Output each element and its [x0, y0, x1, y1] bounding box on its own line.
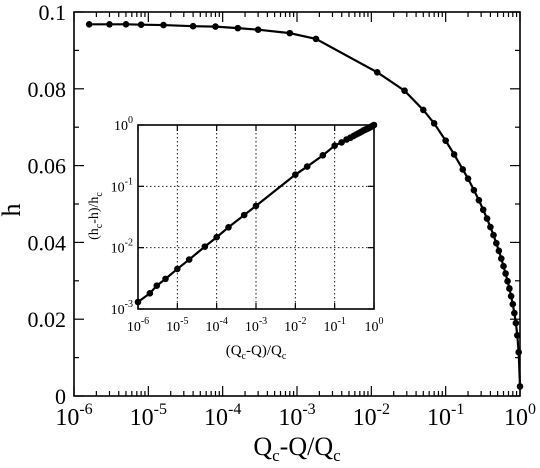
main-y-tick-labels: 0 0.02 0.04 0.06 0.08 0.1 [28, 0, 67, 409]
inset-data-point [331, 142, 338, 149]
inset-data-point [162, 275, 169, 283]
main-x-axis-title: Qc-Q/Qc [253, 432, 341, 465]
main-data-point [106, 20, 113, 28]
main-data-point [514, 332, 521, 339]
main-tick-marks [73, 11, 521, 397]
inset-data-point [153, 282, 161, 289]
main-data-point [401, 87, 408, 95]
main-x-tick-label: 10-5 [130, 401, 167, 431]
main-data-point [189, 22, 197, 30]
main-y-tick-label: 0 [55, 384, 66, 409]
main-data-point [493, 239, 500, 247]
inset-grid [138, 125, 374, 309]
main-x-tick-label: 10-1 [427, 401, 464, 431]
inset-x-tick-label: 10-6 [127, 316, 149, 335]
inset-x-tick-label: 10-5 [166, 316, 188, 335]
inset-data-point [252, 202, 260, 210]
main-data-point [442, 137, 449, 144]
main-data-point [507, 292, 515, 300]
inset-series [134, 121, 378, 306]
main-y-tick-label: 0.06 [28, 154, 67, 179]
main-y-tick-label: 0.1 [39, 0, 67, 25]
inset-x-tick-labels: 10-6 10-5 10-4 10-3 10-2 10-1 100 [127, 316, 384, 335]
main-x-title-sub: c [272, 446, 280, 465]
inset-data-point [292, 171, 299, 178]
inset-data-point [240, 211, 248, 219]
inset-y-tick-label: 10-2 [111, 238, 133, 257]
main-x-title-part: Q [253, 432, 272, 461]
main-x-tick-label: 10-2 [353, 401, 390, 431]
main-data-point [509, 300, 517, 308]
main-data-point [85, 20, 93, 28]
inset-x-tick-label: 10-2 [284, 316, 306, 335]
inset-y-axis-title: (hc-h)/hc [87, 192, 105, 240]
inset-y-tick-label: 10-1 [111, 176, 133, 195]
main-x-tick-label: 100 [504, 401, 536, 431]
inset-data-point [303, 163, 311, 170]
main-data-point [516, 383, 524, 390]
main-data-point [497, 255, 505, 262]
main-data-point [506, 285, 513, 292]
main-y-tick-label: 0.04 [28, 230, 67, 255]
main-data-point [475, 196, 483, 204]
main-x-title-sub: c [333, 446, 341, 465]
main-data-point [459, 166, 467, 173]
main-y-tick-label: 0.08 [28, 77, 67, 102]
main-data-point [122, 20, 130, 28]
inset-data-point [225, 223, 232, 231]
main-data-point [419, 106, 427, 114]
main-y-axis-title: h [0, 204, 26, 217]
inset-x-tick-label: 10-3 [245, 316, 267, 335]
inset-data-point [319, 152, 327, 159]
main-data-point [212, 23, 219, 30]
inset-x-tick-label: 10-1 [323, 316, 345, 335]
inset-data-point [213, 233, 220, 241]
main-data-point [487, 223, 494, 231]
inset-data-point [338, 139, 345, 146]
main-data-point [234, 24, 242, 32]
main-x-title-part: -Q/Q [280, 432, 334, 461]
inset-x-tick-label: 10-4 [205, 316, 227, 335]
main-series [85, 20, 524, 390]
inset-y-tick-labels: 10-3 10-2 10-1 100 [111, 115, 133, 318]
inset-x-tick-label: 100 [365, 316, 384, 335]
inset-data-point [370, 121, 378, 129]
main-data-point [464, 175, 472, 182]
main-data-point [373, 68, 381, 76]
main-data-point [490, 231, 497, 239]
main-data-point [512, 319, 520, 327]
main-x-tick-label: 10-6 [55, 401, 92, 431]
main-data-point [430, 120, 438, 127]
main-data-point [286, 29, 294, 37]
main-data-point [511, 309, 518, 317]
main-data-point [312, 35, 320, 43]
main-data-point [515, 348, 522, 356]
inset-x-axis-title: (Qc-Q)/Qc [226, 343, 287, 362]
main-data-point [502, 270, 509, 277]
main-data-point [479, 206, 487, 214]
main-data-point [500, 262, 507, 270]
main-data-point [495, 247, 503, 255]
main-x-tick-label: 10-4 [204, 401, 241, 431]
main-y-tick-label: 0.02 [28, 307, 67, 332]
main-x-tick-label: 10-3 [278, 401, 315, 431]
inset-data-point [185, 256, 193, 263]
inset-data-point [146, 290, 154, 297]
main-data-point [450, 151, 458, 158]
inset-y-tick-label: 10-3 [111, 299, 133, 318]
inset-data-point [201, 243, 209, 250]
main-x-tick-labels: 10-6 10-5 10-4 10-3 10-2 10-1 100 [55, 401, 536, 431]
inset-data-point [174, 265, 181, 273]
inset-data-point [134, 298, 142, 306]
main-data-point [470, 186, 478, 194]
main-data-point [504, 277, 511, 285]
inset-y-tick-label: 100 [114, 115, 133, 134]
main-data-point [483, 215, 491, 222]
main-data-point [254, 26, 262, 33]
main-data-point [137, 21, 145, 28]
main-data-point [160, 21, 167, 29]
